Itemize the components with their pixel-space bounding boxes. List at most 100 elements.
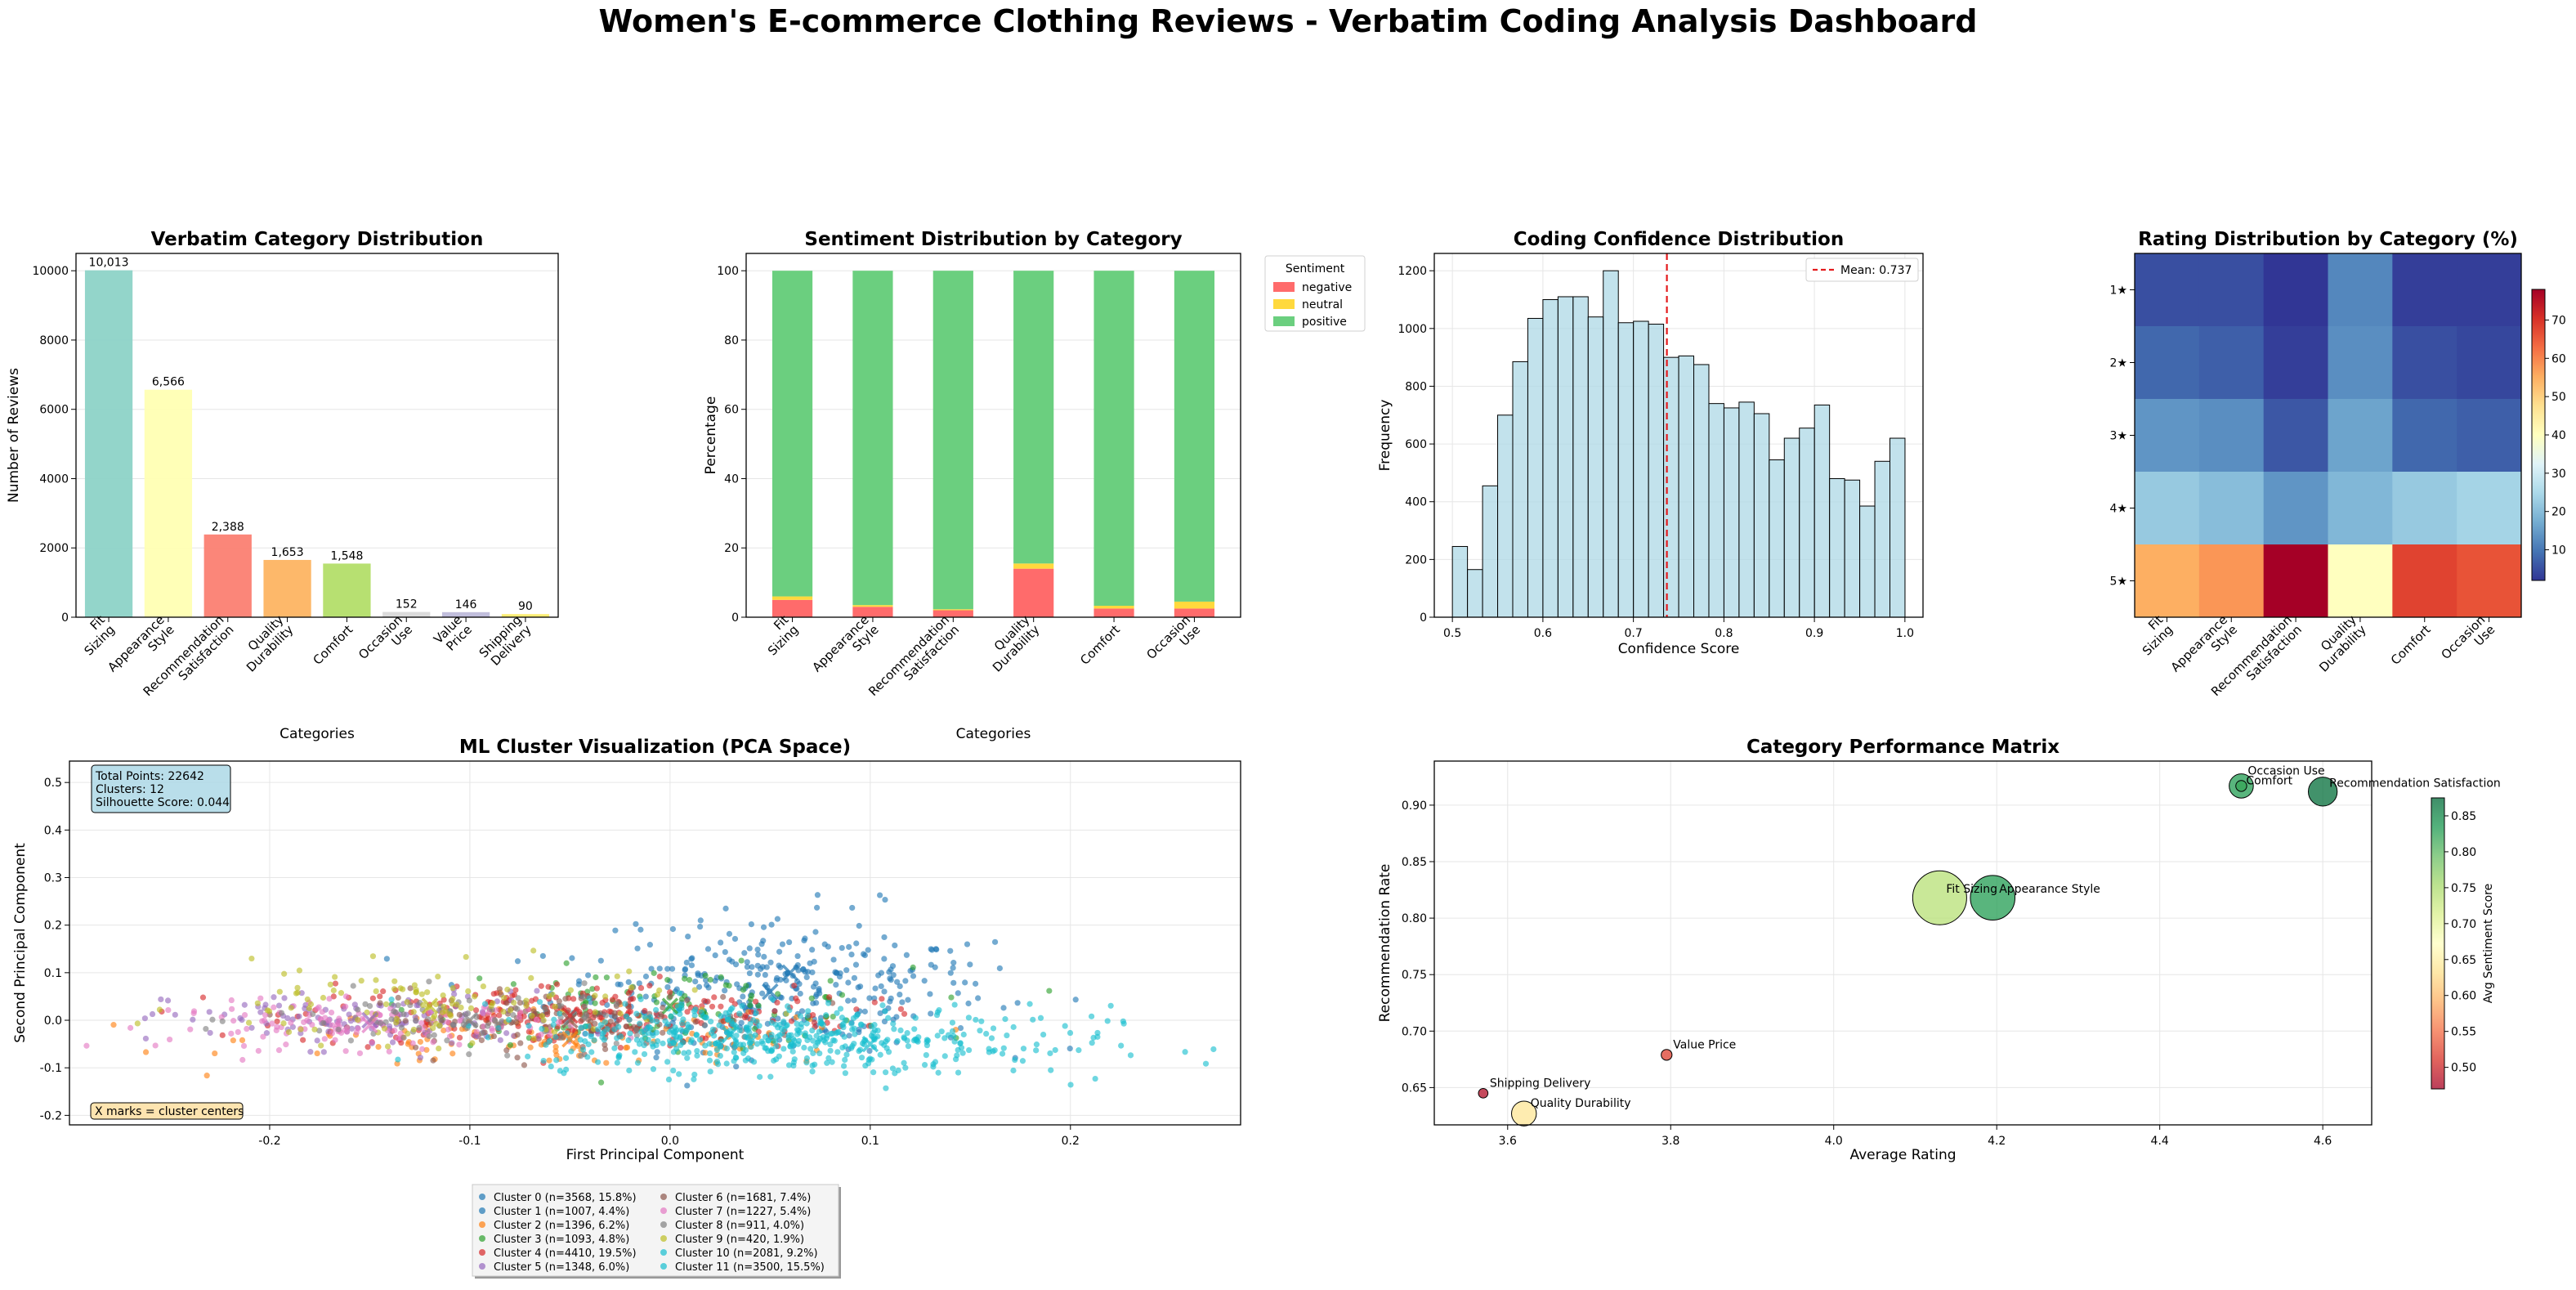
cluster-point — [430, 1039, 436, 1046]
rating-heatmap-cell — [2263, 472, 2328, 545]
cluster-point — [891, 1026, 897, 1032]
cluster-point — [418, 991, 425, 997]
cluster-point — [514, 1055, 521, 1061]
cluster-point — [802, 935, 808, 942]
sentiment-bar-negative — [932, 610, 973, 617]
cluster-point — [593, 974, 599, 981]
cluster-point — [1182, 1049, 1188, 1055]
cluster-point — [304, 996, 311, 1003]
cluster-point — [514, 1032, 521, 1038]
cluster-point — [420, 1001, 427, 1009]
cluster-point — [263, 1030, 270, 1037]
cluster-point — [738, 957, 745, 964]
clusters-legend-swatch — [660, 1194, 667, 1200]
cluster-point — [395, 1002, 401, 1009]
performance-ytick-label: 0.80 — [1402, 912, 1427, 925]
cluster-point — [521, 1062, 528, 1068]
cluster-point — [877, 1051, 883, 1058]
cluster-point — [562, 1055, 570, 1061]
cluster-point — [607, 1018, 614, 1025]
cluster-point — [587, 1018, 594, 1024]
cluster-point — [651, 970, 657, 976]
performance-ylabel: Recommendation Rate — [1377, 864, 1393, 1023]
category-xtick-label: Comfort — [311, 622, 356, 668]
category-value-label: 90 — [518, 600, 533, 613]
cluster-point — [728, 997, 735, 1004]
cluster-point — [695, 983, 703, 990]
cluster-center-marker — [561, 1006, 579, 1024]
confidence-hist-bar — [1844, 479, 1861, 618]
clusters-legend-label: Cluster 10 (n=2081, 9.2%) — [675, 1247, 818, 1260]
cluster-point — [642, 993, 649, 1000]
cluster-point — [744, 1024, 750, 1031]
cluster-point — [757, 1073, 763, 1080]
cluster-point — [466, 997, 472, 1004]
cluster-point — [546, 1057, 552, 1064]
cluster-center-marker — [361, 1016, 378, 1034]
cluster-point — [804, 969, 812, 975]
clusters-legend-swatch — [660, 1207, 667, 1214]
cluster-point — [927, 991, 933, 997]
cluster-point — [1104, 1018, 1111, 1024]
cluster-point — [344, 1024, 351, 1032]
cluster-point — [821, 941, 828, 947]
rating-axes-frame — [2134, 253, 2522, 618]
cluster-point — [412, 1017, 419, 1024]
cluster-point — [378, 1020, 384, 1027]
cluster-point — [342, 1048, 349, 1055]
clusters-legend-label: Cluster 6 (n=1681, 7.4%) — [675, 1192, 811, 1204]
cluster-point — [687, 1039, 694, 1046]
cluster-point — [850, 1015, 857, 1022]
cluster-point — [789, 1048, 796, 1055]
cluster-point — [424, 989, 431, 996]
sentiment-ytick-label: 0 — [731, 611, 739, 625]
cluster-point — [841, 1033, 847, 1040]
cluster-point — [436, 1023, 443, 1029]
sentiment-bar-neutral — [852, 605, 893, 607]
cluster-point — [581, 1003, 588, 1010]
cluster-point — [763, 964, 770, 970]
cluster-point — [490, 1032, 498, 1040]
cluster-point — [910, 964, 916, 970]
cluster-point — [355, 1017, 361, 1023]
cluster-point — [934, 1009, 941, 1015]
cluster-point — [808, 995, 815, 1001]
cluster-point — [219, 1018, 226, 1024]
cluster-point — [615, 1053, 622, 1059]
cluster-point — [430, 1015, 436, 1022]
cluster-point — [203, 1025, 209, 1032]
rating-row-label: 4★ — [2110, 503, 2127, 516]
confidence-ylabel: Frequency — [1377, 400, 1393, 472]
cluster-point — [166, 1036, 173, 1043]
cluster-point — [435, 973, 441, 980]
cluster-point — [536, 999, 543, 1006]
cluster-point — [358, 978, 364, 984]
cluster-point — [404, 999, 410, 1006]
cluster-point — [876, 892, 883, 898]
cluster-point — [456, 1011, 463, 1018]
cluster-point — [712, 1041, 719, 1047]
cluster-point — [964, 941, 971, 947]
cluster-point — [705, 984, 712, 991]
cluster-point — [419, 1046, 426, 1052]
cluster-point — [872, 985, 879, 992]
cluster-point — [825, 1055, 832, 1061]
cluster-point — [738, 1019, 745, 1026]
performance-colorbar-tick-label: 0.70 — [2451, 918, 2476, 931]
clusters-legend-swatch — [479, 1249, 485, 1256]
cluster-point — [967, 961, 973, 968]
cluster-point — [794, 952, 801, 960]
cluster-point — [288, 1005, 294, 1011]
cluster-point — [141, 1015, 148, 1022]
performance-bubble — [1661, 1049, 1673, 1061]
cluster-point — [743, 983, 749, 989]
cluster-point — [500, 1008, 507, 1015]
cluster-point — [842, 1056, 848, 1064]
cluster-point — [262, 1001, 269, 1008]
performance-ytick-label: 0.65 — [1402, 1082, 1427, 1095]
cluster-point — [296, 967, 303, 974]
rating-colorbar-tick-label: 30 — [2551, 468, 2566, 481]
cluster-point — [776, 1053, 782, 1059]
rating-heatmap-cell — [2198, 399, 2265, 473]
cluster-point — [707, 1068, 713, 1075]
